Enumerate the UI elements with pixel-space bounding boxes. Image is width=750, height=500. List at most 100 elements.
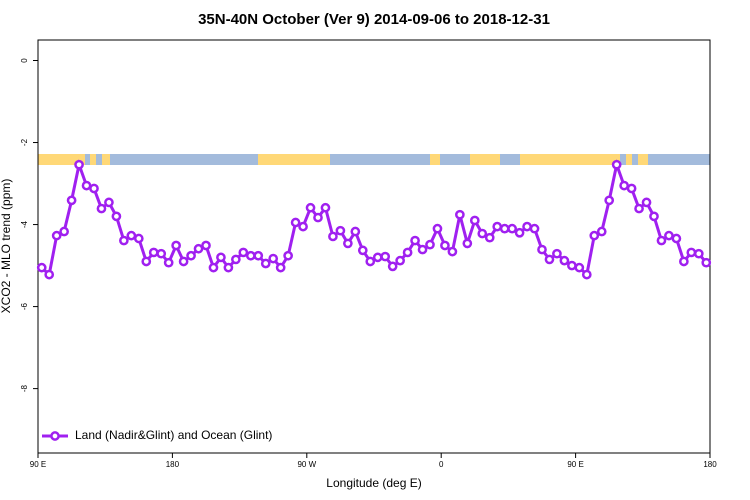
data-point <box>328 231 338 242</box>
data-point <box>59 226 69 237</box>
data-point <box>133 233 144 244</box>
data-point <box>171 240 181 251</box>
data-point <box>245 250 256 261</box>
data-point <box>275 262 286 273</box>
data-point <box>96 203 107 214</box>
data-point <box>492 221 503 232</box>
data-point <box>350 226 361 237</box>
data-point <box>679 256 689 267</box>
data-point <box>111 211 122 222</box>
data-point <box>544 254 555 265</box>
data-point <box>552 248 562 259</box>
data-point <box>320 202 331 213</box>
data-point <box>51 230 62 241</box>
data-point <box>335 225 346 236</box>
data-point <box>223 262 234 273</box>
data-point <box>477 228 488 239</box>
data-point <box>89 183 99 194</box>
x-tick-label: 90 E <box>30 460 46 469</box>
data-point <box>365 256 376 267</box>
data-point <box>447 246 458 257</box>
data-point <box>537 244 547 255</box>
data-point <box>693 248 704 259</box>
data-point <box>686 247 697 258</box>
data-point <box>290 217 301 228</box>
data-point <box>380 251 391 262</box>
data-point <box>36 262 47 273</box>
data-point <box>387 261 398 272</box>
data-point <box>372 252 383 263</box>
data-point <box>305 202 316 213</box>
data-point <box>156 248 167 259</box>
data-point <box>455 209 465 220</box>
data-point <box>216 252 226 263</box>
data-point <box>559 255 570 266</box>
data-point <box>74 159 84 170</box>
data-point <box>313 212 323 223</box>
y-tick-label: -8 <box>20 385 29 393</box>
data-point <box>641 197 652 208</box>
data-point <box>604 195 615 206</box>
x-tick-label: 90 E <box>567 460 583 469</box>
data-point <box>283 250 293 261</box>
data-point <box>231 254 241 265</box>
data-point <box>581 269 592 280</box>
y-tick-label: -4 <box>20 220 29 228</box>
data-point <box>268 253 279 264</box>
x-tick-label: 90 W <box>297 460 316 469</box>
data-point <box>178 256 189 267</box>
data-point <box>567 260 577 271</box>
data-point <box>589 230 600 241</box>
data-point <box>484 232 495 243</box>
data-point <box>499 223 510 234</box>
data-point <box>141 256 152 267</box>
data-point <box>425 239 435 250</box>
plot-frame <box>37 39 711 454</box>
data-point <box>522 221 532 232</box>
data-point <box>163 257 174 268</box>
data-point <box>357 245 368 256</box>
x-axis-label: Longitude (deg E) <box>326 476 421 490</box>
data-point <box>66 195 77 206</box>
data-point <box>574 262 585 273</box>
y-tick-label: -2 <box>20 138 29 146</box>
data-point <box>611 159 622 170</box>
y-tick-label: 0 <box>20 58 29 63</box>
data-point <box>649 211 659 222</box>
data-point <box>634 203 644 214</box>
x-tick-label: 180 <box>703 460 717 469</box>
data-point <box>104 197 114 208</box>
data-point <box>432 223 443 234</box>
data-point <box>596 226 607 237</box>
data-point <box>193 243 204 254</box>
data-point <box>44 269 55 280</box>
data-point <box>253 250 264 261</box>
data-point <box>529 223 540 234</box>
land-ocean-strip <box>38 154 710 165</box>
data-point <box>664 230 674 241</box>
data-point <box>81 180 92 191</box>
data-point <box>238 247 249 258</box>
data-point <box>417 244 428 255</box>
data-point <box>119 235 129 246</box>
data-point <box>514 227 525 238</box>
data-point <box>440 240 450 251</box>
data-point <box>148 247 159 258</box>
data-point <box>186 250 196 261</box>
x-tick-label: 0 <box>439 460 444 469</box>
data-point <box>126 230 137 241</box>
data-point <box>402 247 413 258</box>
data-point <box>656 235 667 246</box>
data-point <box>671 233 682 244</box>
x-tick-label: 180 <box>166 460 180 469</box>
data-point <box>410 235 420 246</box>
data-point <box>619 180 629 191</box>
y-tick-label: -6 <box>20 302 29 310</box>
data-point <box>626 183 637 194</box>
chart-title: 35N-40N October (Ver 9) 2014-09-06 to 20… <box>198 11 550 28</box>
legend-label: Land (Nadir&Glint) and Ocean (Glint) <box>75 428 272 442</box>
data-point <box>201 240 211 251</box>
y-axis-label: XCO2 - MLO trend (ppm) <box>0 179 13 314</box>
data-point <box>298 221 308 232</box>
